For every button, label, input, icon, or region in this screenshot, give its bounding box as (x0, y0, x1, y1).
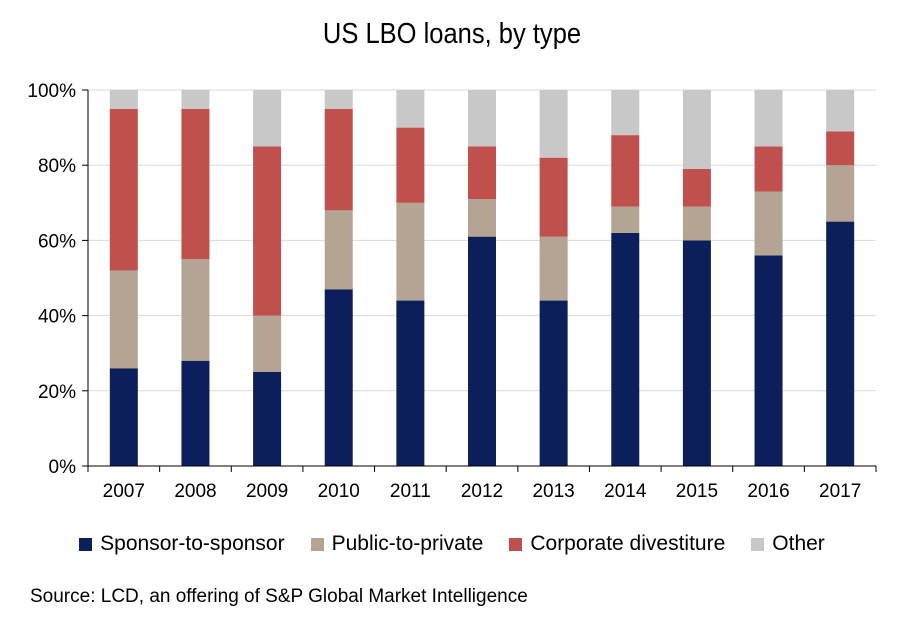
legend-swatch (310, 537, 324, 551)
bar-segment (611, 135, 640, 207)
bar-segment (682, 168, 711, 207)
bar-segment (468, 90, 496, 147)
bar-segment (468, 146, 496, 200)
legend-swatch (509, 537, 523, 551)
legend-swatch (751, 537, 765, 551)
bar-segment (324, 108, 353, 211)
legend: Sponsor-to-sponsor Public-to-private Cor… (0, 532, 904, 556)
bar-segment (754, 255, 783, 466)
bar-segment (253, 372, 282, 466)
bar-segment (396, 90, 425, 128)
x-tick-label: 2008 (174, 481, 216, 502)
legend-item-sponsor-to-sponsor: Sponsor-to-sponsor (79, 532, 285, 556)
bar-segment (324, 90, 353, 109)
y-tick-label: 80% (38, 156, 76, 177)
bar-segment (181, 108, 210, 260)
x-tick-label: 2014 (604, 481, 647, 502)
x-tick-label: 2017 (819, 481, 861, 502)
bar-segment (826, 131, 855, 166)
bar-segment (396, 300, 425, 466)
legend-label: Sponsor-to-sponsor (100, 532, 285, 555)
x-tick-label: 2013 (532, 481, 574, 502)
bar-segment (682, 206, 711, 241)
legend-label: Corporate divestiture (530, 532, 726, 555)
legend-label: Public-to-private (331, 532, 484, 555)
bar-segment (109, 108, 138, 271)
y-tick-label: 60% (38, 231, 76, 252)
bar-segment (539, 300, 568, 466)
bar-segment (682, 90, 711, 169)
legend-item-other: Other (751, 532, 825, 556)
x-tick-label: 2015 (676, 481, 718, 502)
y-axis-ticks: 0% 20% 40% 60% 80% 100% (27, 81, 76, 478)
y-tick-label: 0% (49, 457, 77, 478)
x-tick-label: 2009 (246, 481, 288, 502)
bar-segment (468, 199, 496, 237)
bar-segment (253, 90, 282, 147)
x-axis-ticks: 2007 2008 2009 2010 2011 2012 2013 2014 2015 2016… (103, 481, 862, 502)
x-tick-label: 2011 (390, 481, 431, 502)
chart-title: US LBO loans, by type (322, 18, 582, 50)
bar-segment (539, 90, 568, 158)
y-tick-label: 20% (38, 382, 76, 403)
bar-segment (396, 127, 425, 203)
bar-segment (754, 191, 783, 256)
chart-plot-area: 0%20%40%60%80%100% 2007 2008 2009 2010 2011 2… (27, 81, 877, 502)
legend-item-corporate-divestiture: Corporate divestiture (509, 532, 725, 556)
bar-segment (181, 360, 210, 466)
legend-swatch (79, 537, 93, 551)
x-tick-label: 2007 (103, 481, 145, 502)
bar-segment (109, 270, 138, 369)
bar-segment (181, 259, 210, 361)
bar-segment (539, 157, 568, 237)
bar-segment (826, 90, 855, 132)
bar-segment (109, 368, 138, 466)
bar-segment (754, 90, 783, 147)
bar-segment (109, 90, 138, 109)
bar-segment (611, 90, 640, 136)
x-tick-label: 2010 (318, 481, 360, 502)
bar-segment (468, 236, 496, 466)
bar-segment (324, 210, 353, 290)
axes (82, 89, 877, 472)
bar-segment (181, 90, 210, 109)
x-tick-label: 2016 (747, 481, 789, 502)
bar-segment (682, 240, 711, 466)
bar-segment (539, 236, 568, 301)
bar-segment (253, 146, 282, 316)
x-tick-label: 2012 (461, 481, 503, 502)
bar-segment (754, 146, 783, 192)
y-tick-label: 40% (38, 307, 76, 328)
legend-item-public-to-private: Public-to-private (310, 532, 484, 556)
bar-segment (396, 202, 425, 301)
bar-segment (324, 289, 353, 466)
legend-label: Other (772, 532, 825, 555)
y-tick-label: 100% (27, 81, 76, 102)
bar-segment (826, 221, 855, 466)
bars (109, 90, 855, 466)
bar-segment (611, 206, 640, 233)
bar-segment (826, 165, 855, 222)
bar-segment (253, 315, 282, 372)
source-note: Source: LCD, an offering of S&P Global M… (30, 586, 528, 607)
bar-segment (611, 232, 640, 466)
